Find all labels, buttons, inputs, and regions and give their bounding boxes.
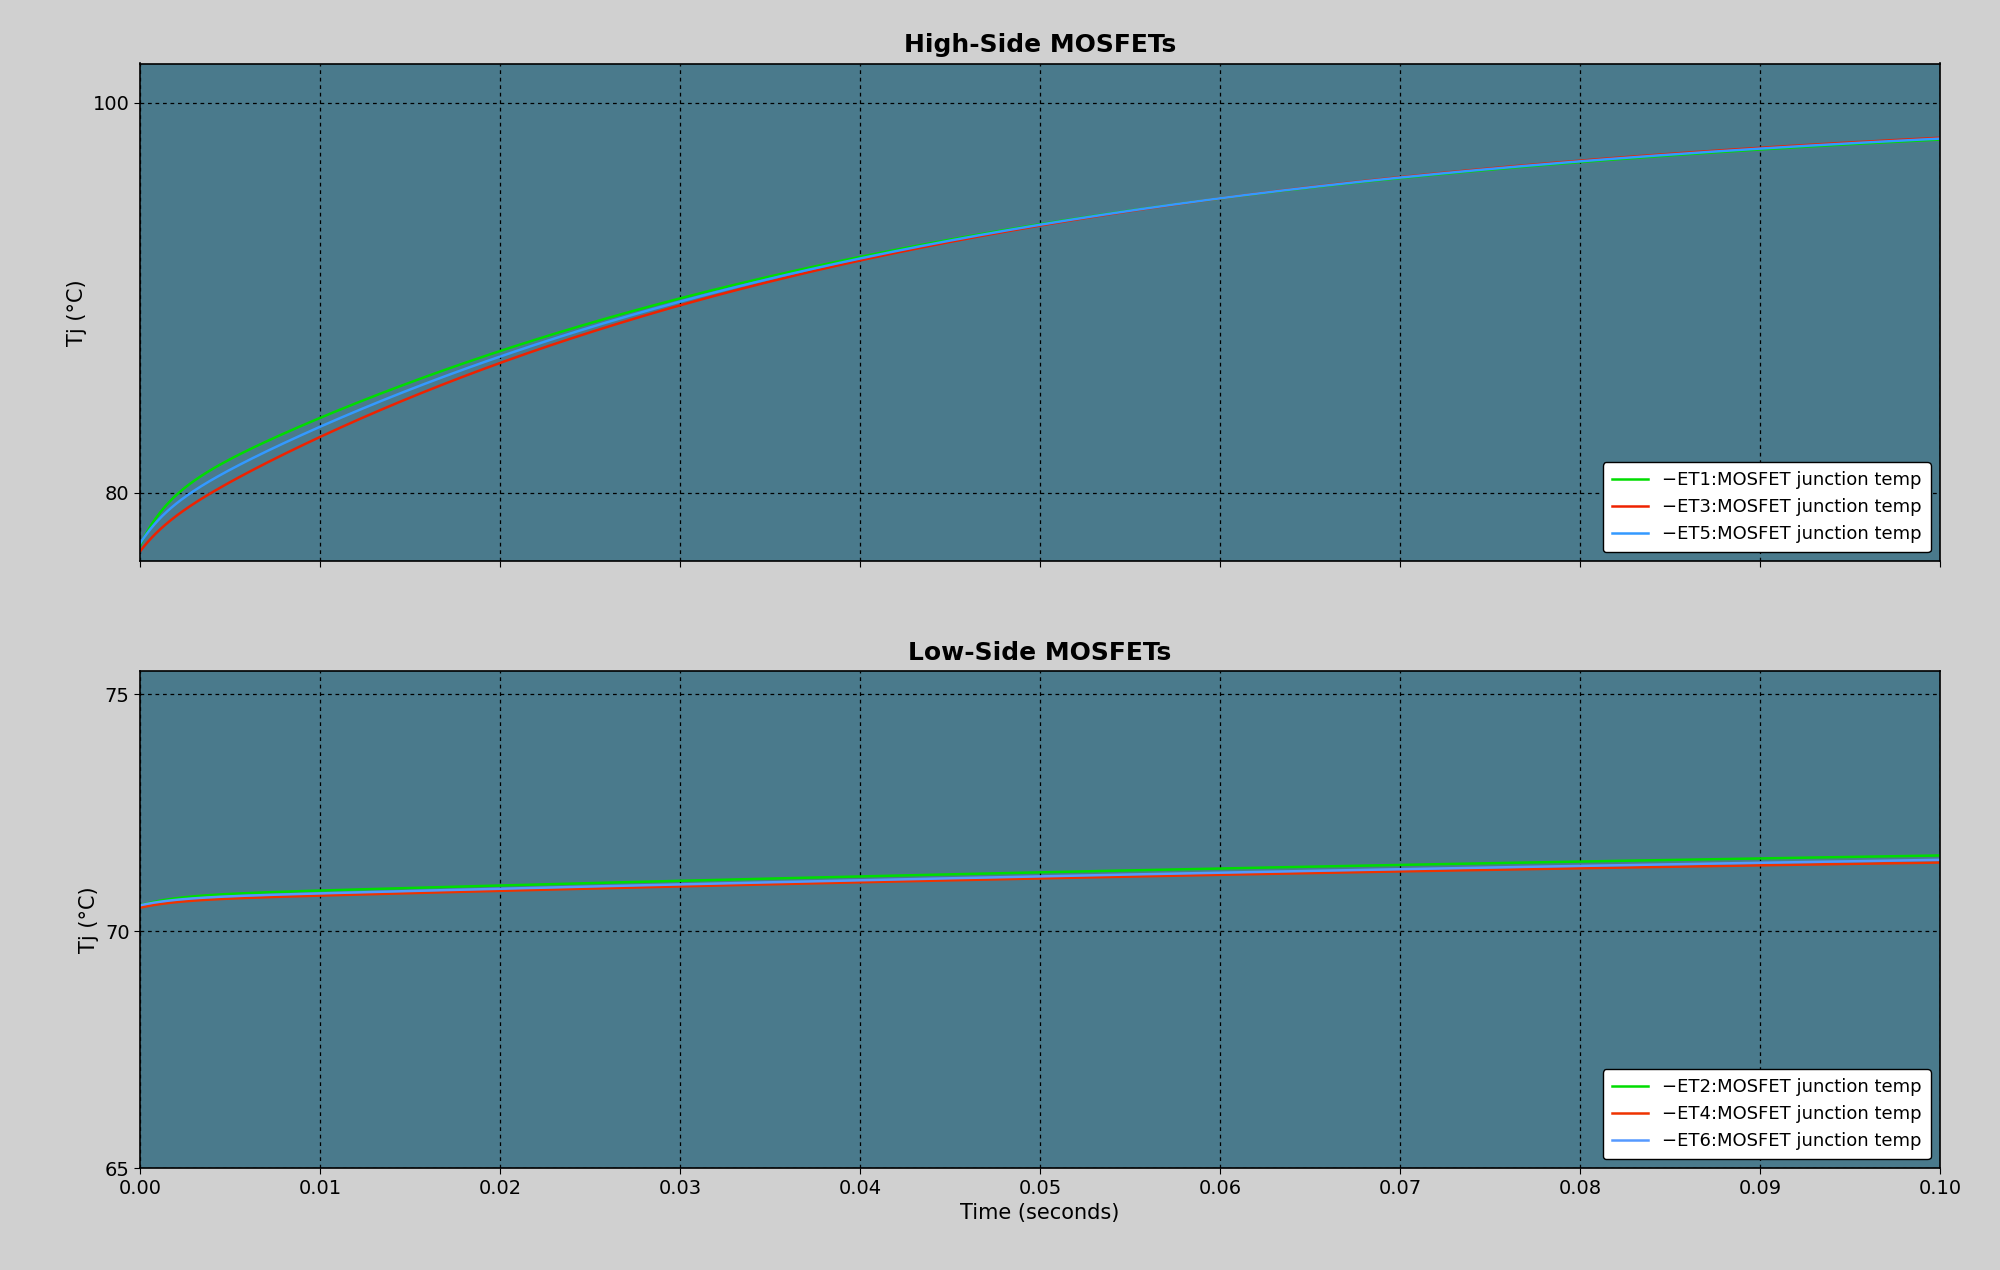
−ET4:MOSFET junction temp: [1608, 860, 1632, 875]
−ET2:MOSFET junction temp: [454, 879, 478, 894]
−ET1:MOSFET junction temp: [816, 257, 840, 272]
−ET1:MOSFET junction temp: [1928, 132, 1952, 147]
−ET6:MOSFET junction temp: [454, 881, 478, 897]
Line: −ET3:MOSFET junction temp: −ET3:MOSFET junction temp: [140, 137, 1940, 551]
−ET4:MOSFET junction temp: [1208, 867, 1232, 883]
Y-axis label: Tj (°C): Tj (°C): [80, 886, 100, 952]
−ET2:MOSFET junction temp: [816, 870, 840, 885]
−ET4:MOSFET junction temp: [1298, 865, 1322, 880]
−ET3:MOSFET junction temp: [454, 367, 478, 382]
Y-axis label: Tj (°C): Tj (°C): [68, 279, 88, 345]
−ET6:MOSFET junction temp: [1928, 852, 1952, 867]
−ET2:MOSFET junction temp: [1208, 861, 1232, 876]
Title: High-Side MOSFETs: High-Side MOSFETs: [904, 33, 1176, 57]
−ET5:MOSFET junction temp: [454, 361, 478, 376]
−ET4:MOSFET junction temp: [454, 884, 478, 899]
−ET3:MOSFET junction temp: [1298, 179, 1322, 194]
−ET2:MOSFET junction temp: [1472, 856, 1496, 871]
−ET1:MOSFET junction temp: [1298, 180, 1322, 196]
−ET3:MOSFET junction temp: [128, 544, 152, 559]
−ET2:MOSFET junction temp: [1608, 853, 1632, 869]
−ET6:MOSFET junction temp: [1298, 864, 1322, 879]
−ET5:MOSFET junction temp: [816, 258, 840, 273]
Line: −ET5:MOSFET junction temp: −ET5:MOSFET junction temp: [140, 138, 1940, 544]
Line: −ET2:MOSFET junction temp: −ET2:MOSFET junction temp: [140, 856, 1940, 906]
−ET2:MOSFET junction temp: [1298, 859, 1322, 874]
Title: Low-Side MOSFETs: Low-Side MOSFETs: [908, 640, 1172, 664]
−ET4:MOSFET junction temp: [816, 875, 840, 890]
−ET2:MOSFET junction temp: [1928, 848, 1952, 864]
−ET1:MOSFET junction temp: [1472, 163, 1496, 178]
−ET2:MOSFET junction temp: [128, 898, 152, 913]
−ET4:MOSFET junction temp: [1472, 862, 1496, 878]
−ET5:MOSFET junction temp: [1472, 163, 1496, 178]
−ET5:MOSFET junction temp: [1928, 131, 1952, 146]
−ET6:MOSFET junction temp: [1608, 857, 1632, 872]
−ET4:MOSFET junction temp: [128, 900, 152, 916]
Line: −ET4:MOSFET junction temp: −ET4:MOSFET junction temp: [140, 862, 1940, 908]
−ET5:MOSFET junction temp: [1298, 179, 1322, 194]
Line: −ET6:MOSFET junction temp: −ET6:MOSFET junction temp: [140, 860, 1940, 906]
−ET1:MOSFET junction temp: [1208, 190, 1232, 206]
−ET1:MOSFET junction temp: [128, 538, 152, 554]
Legend: −ET1:MOSFET junction temp, −ET3:MOSFET junction temp, −ET5:MOSFET junction temp: −ET1:MOSFET junction temp, −ET3:MOSFET j…: [1602, 462, 1930, 552]
−ET3:MOSFET junction temp: [1928, 130, 1952, 145]
−ET5:MOSFET junction temp: [128, 536, 152, 551]
−ET1:MOSFET junction temp: [454, 354, 478, 370]
−ET3:MOSFET junction temp: [816, 260, 840, 276]
−ET5:MOSFET junction temp: [1208, 190, 1232, 206]
−ET1:MOSFET junction temp: [1608, 151, 1632, 166]
X-axis label: Time (seconds): Time (seconds): [960, 1204, 1120, 1223]
−ET6:MOSFET junction temp: [1208, 865, 1232, 880]
Legend: −ET2:MOSFET junction temp, −ET4:MOSFET junction temp, −ET6:MOSFET junction temp: −ET2:MOSFET junction temp, −ET4:MOSFET j…: [1602, 1069, 1930, 1160]
−ET3:MOSFET junction temp: [1208, 190, 1232, 206]
−ET5:MOSFET junction temp: [1608, 151, 1632, 166]
−ET3:MOSFET junction temp: [1608, 150, 1632, 165]
−ET3:MOSFET junction temp: [1472, 161, 1496, 177]
−ET6:MOSFET junction temp: [816, 874, 840, 889]
−ET6:MOSFET junction temp: [1472, 860, 1496, 875]
−ET4:MOSFET junction temp: [1928, 855, 1952, 870]
Line: −ET1:MOSFET junction temp: −ET1:MOSFET junction temp: [140, 140, 1940, 546]
−ET6:MOSFET junction temp: [128, 898, 152, 913]
